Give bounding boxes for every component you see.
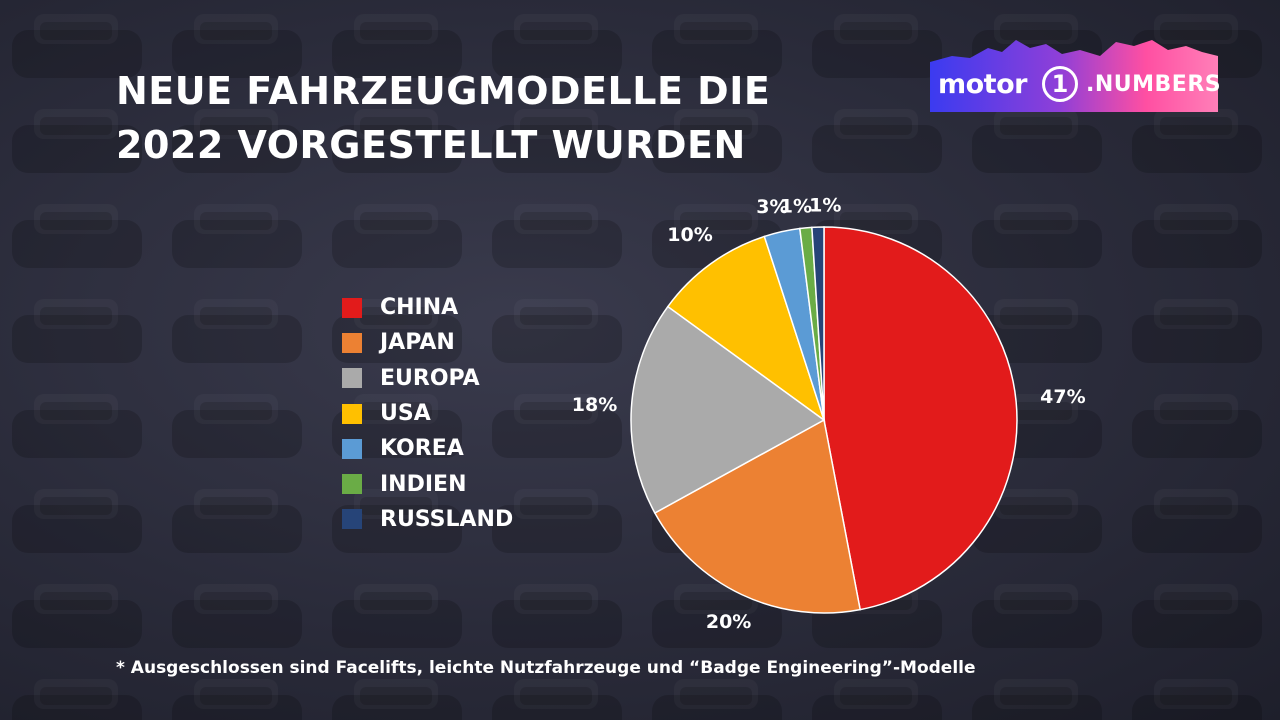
- legend-item-europa: EUROPA: [342, 361, 513, 396]
- legend-label-china: CHINA: [380, 295, 459, 321]
- data-label-china: 47%: [1040, 386, 1085, 408]
- footnote: * Ausgeschlossen sind Facelifts, leichte…: [116, 658, 976, 678]
- legend-swatch-indien: [342, 474, 362, 495]
- chart-title-line-1: NEUE FAHRZEUGMODELLE DIE: [116, 69, 771, 113]
- legend-item-usa: USA: [342, 396, 513, 431]
- legend-item-china: CHINA: [342, 290, 513, 325]
- legend-swatch-europa: [342, 368, 362, 389]
- legend-label-russland: RUSSLAND: [380, 506, 514, 532]
- chart-title-line-2: 2022 VORGESTELLT WURDEN: [116, 123, 746, 167]
- data-label-usa: 10%: [667, 224, 712, 246]
- logo-word-motor: motor: [938, 69, 1027, 100]
- legend-item-korea: KOREA: [342, 431, 513, 466]
- data-label-russland: 1%: [809, 195, 841, 217]
- logo-word-numbers: .NUMBERS: [1086, 72, 1222, 97]
- legend-swatch-china: [342, 297, 362, 318]
- legend-label-europa: EUROPA: [380, 365, 480, 391]
- data-label-korea: 3%: [756, 196, 788, 218]
- pie-slice-china: [823, 226, 1018, 611]
- motor1-numbers-logo: motor 1 .NUMBERS: [930, 36, 1222, 112]
- legend-label-usa: USA: [380, 401, 431, 427]
- legend-label-indien: INDIEN: [380, 471, 467, 497]
- legend-item-japan: JAPAN: [342, 325, 513, 360]
- legend-label-korea: KOREA: [380, 436, 464, 462]
- legend-swatch-usa: [342, 403, 362, 424]
- data-label-indien: 1%: [780, 195, 812, 217]
- legend-item-indien: INDIEN: [342, 466, 513, 501]
- legend-label-japan: JAPAN: [380, 330, 455, 356]
- pie-slice-japan: [653, 418, 862, 614]
- data-label-japan: 20%: [706, 611, 751, 633]
- legend-swatch-russland: [342, 509, 362, 530]
- logo-one-circle: 1: [1042, 66, 1078, 102]
- chart-legend: CHINA JAPAN EUROPA USA KOREA INDIEN RUSS…: [342, 290, 513, 537]
- pie-slice-russland: [811, 226, 825, 421]
- data-label-europa: 18%: [572, 394, 617, 416]
- legend-swatch-japan: [342, 332, 362, 353]
- chart-title: NEUE FAHRZEUGMODELLE DIE 2022 VORGESTELL…: [116, 64, 836, 172]
- legend-swatch-korea: [342, 438, 362, 459]
- legend-item-russland: RUSSLAND: [342, 502, 513, 537]
- pie-slice-usa: [666, 235, 826, 422]
- pie-slice-europa: [630, 305, 826, 514]
